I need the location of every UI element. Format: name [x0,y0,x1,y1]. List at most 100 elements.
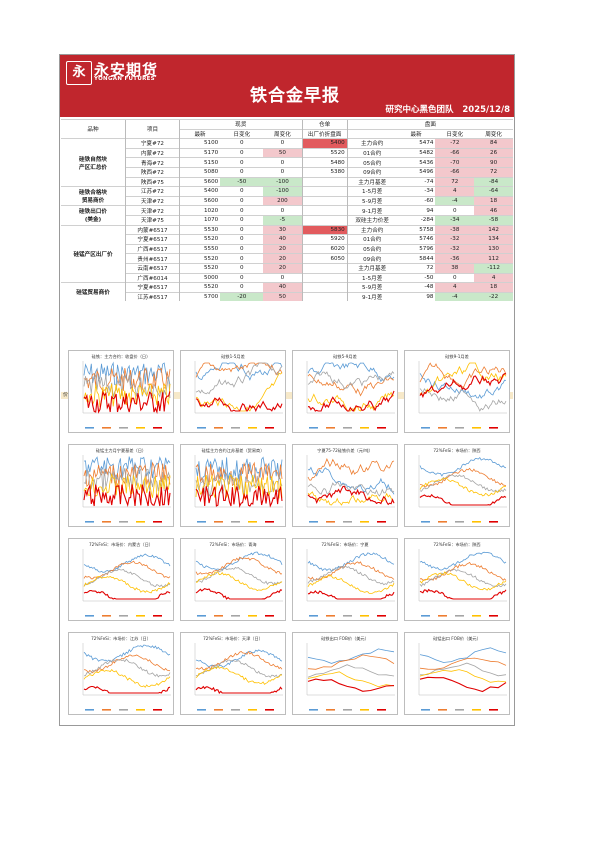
chart-plot [82,361,171,429]
chart-title: 72%FeSi：市场价：陕西 [433,542,481,547]
series-line [307,485,395,506]
series-line [307,391,395,412]
factory-price-cell: 6020 [301,243,348,254]
chart-plot [194,643,283,711]
legend-swatch [197,615,206,617]
series-line [83,576,171,594]
mini-chart: 72%FeSi：市场价：江苏（日） [68,632,174,715]
table-row: 硅锰产区出厂价 内蒙#6517 5530 0 30 5830 主力合约 5758 -38 142 [61,224,513,283]
spot-week-change-cell: 20 [263,243,303,254]
spot-day-change-cell: -20 [220,291,264,302]
col-fut-day: 日变化 [435,128,475,139]
series-line [83,685,171,694]
col-factory-price: 出厂价折盘面 [301,128,348,139]
chart-title: 硅铁1-5月差 [221,354,245,359]
legend-swatch [343,615,352,617]
legend-swatch [248,615,257,617]
chart-plot [418,455,507,523]
legend-swatch [343,709,352,711]
factory-price-cell [301,176,348,187]
table-row: 硅铁合格块 贸易商价 江苏#72 5400 0 -100 1-5月差 -34 4 -64 [61,186,513,206]
series-line [195,571,283,592]
chart-plot [306,549,395,617]
legend-swatch [377,521,386,523]
brand-name-cn: 永安期货 [94,61,159,79]
spot-latest-cell: 5520 [178,262,221,273]
col-spot-latest: 最新 [178,128,221,139]
price-table: 品种 项目 现货 仓单 盘面 最新 日变化 周变化 出厂价折盘面 最新 日变化 … [61,118,513,302]
futures-week-change-cell: 18 [474,195,513,206]
spot-day-change-cell: 0 [220,166,264,178]
mini-chart: 硅锰主力合约江苏基差（贸易商） [180,444,286,527]
futures-day-change-cell: -66 [435,147,475,158]
spot-day-change-cell: 0 [220,253,264,264]
spot-day-change-cell: 0 [220,195,264,206]
series-line [419,569,507,588]
futures-week-change-cell: -112 [474,262,513,273]
legend-swatch [197,427,206,429]
legend-swatch [153,709,162,711]
mini-chart: 宁夏75-72硅铁价差（元/吨） [292,444,398,527]
legend-swatch [231,615,240,617]
factory-price-cell [301,186,348,197]
spot-week-change-cell: 0 [263,166,303,178]
series-line [419,467,507,488]
series-line [83,654,171,674]
chart-title: 硅铁出口 FOB价（美元） [321,636,369,641]
table-header-row-2: 最新 日变化 周变化 出厂价折盘面 最新 日变化 周变化 [61,128,513,139]
report-date: 2025/12/8 [462,105,510,115]
table-row: 广西#6014 5000 0 0 1-5月差 -50 0 4 [61,272,513,283]
spot-latest-cell: 5550 [178,243,221,254]
futures-latest-cell: 72 [396,262,436,273]
legend-swatch [231,427,240,429]
chart-plot [306,643,395,711]
legend-swatch [360,521,369,523]
futures-latest-cell: 5474 [396,138,436,149]
futures-latest-cell: -60 [396,195,436,206]
futures-latest-cell: 5496 [396,166,436,178]
spot-day-change-cell: 0 [220,272,264,283]
spot-latest-cell: 5100 [178,138,221,149]
series-line [307,678,395,692]
series-line [83,658,171,678]
chart-title: 72%FeSi：市场价：内蒙古（日） [89,542,153,547]
futures-week-change-cell: -58 [474,214,513,226]
series-line [419,373,507,399]
series-line [307,575,395,594]
table-row: 云南#6517 5520 0 20 主力月基差 72 38 -112 [61,262,513,273]
series-line [195,685,283,694]
futures-day-change-cell: -34 [435,214,475,226]
futures-latest-cell: 98 [396,291,436,302]
series-line [195,362,283,381]
series-line [307,654,395,670]
series-line [195,372,283,412]
contract-cell: 主力合约 [346,138,397,149]
futures-latest-cell: -50 [396,272,436,283]
factory-price-cell [301,282,348,293]
legend-swatch [489,521,498,523]
mini-chart: 硅锰出口 FOB价（美元） [404,632,510,715]
legend-swatch [136,709,145,711]
item-cell: 贵州#6517 [125,253,180,264]
legend-swatch [85,427,94,429]
factory-price-cell [301,262,348,273]
series-line [419,676,507,693]
series-line [419,362,507,397]
legend-swatch [455,521,464,523]
futures-latest-cell: 94 [396,205,436,216]
spot-week-change-cell: -100 [263,186,303,197]
legend-swatch [309,709,318,711]
spot-week-change-cell: -5 [263,214,303,226]
legend-swatch [248,521,257,523]
chart-title: 72%FeSi：市场价：宁夏 [321,542,369,547]
legend-swatch [489,427,498,429]
table-row: 宁夏#6517 5520 0 40 5920 01合约 5746 -32 134 [61,234,513,245]
factory-price-cell: 5830 [301,224,348,235]
futures-week-change-cell: 4 [474,272,513,283]
table-row: 陕西#75 5600 -50 -100 主力月基差 -74 72 -84 [61,176,513,187]
futures-day-change-cell: -36 [435,253,475,264]
contract-cell: 双硅主力价差 [346,214,397,226]
contract-cell: 主力合约 [346,224,397,235]
chart-title: 72%FeSi：市场价：陕西 [433,448,481,453]
factory-price-cell: 5920 [301,234,348,245]
